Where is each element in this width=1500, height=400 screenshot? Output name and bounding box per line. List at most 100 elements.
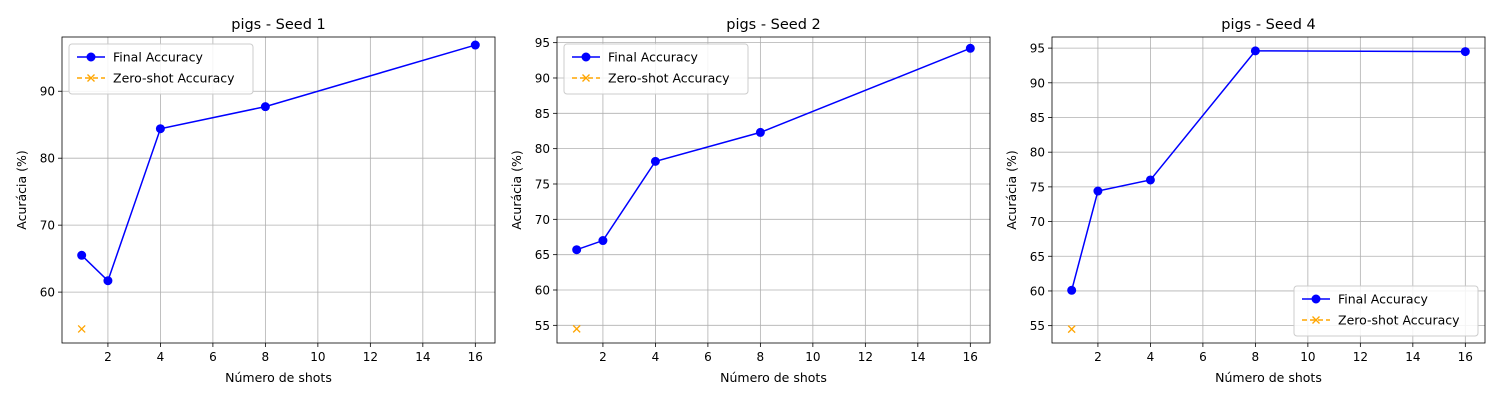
legend-marker — [581, 52, 591, 62]
data-point — [1250, 46, 1260, 56]
legend-label: Zero-shot Accuracy — [1338, 313, 1460, 328]
plot-frame — [1051, 36, 1486, 344]
x-tick-label: 8 — [1252, 350, 1260, 364]
data-point — [965, 43, 975, 53]
data-point — [77, 324, 86, 333]
legend-label: Zero-shot Accuracy — [608, 71, 730, 86]
x-tick-label: 12 — [363, 350, 378, 364]
x-tick-label: 6 — [704, 350, 712, 364]
y-tick-label: 80 — [1030, 146, 1045, 160]
data-point — [103, 276, 113, 286]
x-tick-label: 10 — [805, 350, 820, 364]
data-point — [1460, 47, 1470, 57]
legend-label: Final Accuracy — [608, 50, 698, 65]
legend-marker — [1311, 294, 1321, 304]
x-tick-label: 2 — [1094, 350, 1102, 364]
y-axis-label: Acurácia (%) — [1004, 150, 1019, 230]
legend: Final Accuracy Zero-shot Accuracy — [563, 43, 749, 95]
plot-frame — [556, 36, 991, 344]
legend-label: Final Accuracy — [1338, 292, 1428, 307]
y-tick-label: 95 — [1030, 42, 1045, 56]
series-zero-shot-accuracy — [77, 324, 86, 333]
x-tick-label: 16 — [1458, 350, 1473, 364]
data-point — [1093, 186, 1103, 196]
x-tick-label: 16 — [963, 350, 978, 364]
y-tick-label: 85 — [1030, 111, 1045, 125]
y-tick-label: 70 — [1030, 215, 1045, 229]
y-tick-label: 60 — [40, 286, 55, 300]
x-tick-label: 14 — [910, 350, 925, 364]
y-tick-label: 70 — [40, 219, 55, 233]
x-axis-label: Número de shots — [720, 370, 827, 385]
y-axis-label: Acurácia (%) — [14, 150, 29, 230]
chart-title: pigs - Seed 1 — [231, 17, 326, 33]
subplot-1: 2 4 6 8 10 12 14 16 60 70 80 90 pigs - Seed 1 Número … — [14, 17, 496, 385]
x-tick-label: 6 — [1199, 350, 1207, 364]
series-zero-shot-accuracy — [1067, 325, 1076, 334]
x-tick-label: 16 — [468, 350, 483, 364]
x-tick-label: 2 — [104, 350, 112, 364]
x-tick-label: 4 — [157, 350, 165, 364]
legend-marker — [87, 74, 95, 82]
data-point — [1145, 175, 1155, 185]
legend-marker — [582, 74, 590, 82]
data-point — [650, 156, 660, 166]
legend-marker — [86, 52, 96, 62]
x-tick-label: 8 — [262, 350, 270, 364]
legend: Final Accuracy Zero-shot Accuracy — [68, 43, 254, 95]
y-tick-label: 85 — [535, 107, 550, 121]
y-tick-label: 65 — [1030, 250, 1045, 264]
chart-title: pigs - Seed 2 — [726, 17, 821, 33]
x-tick-label: 6 — [209, 350, 217, 364]
legend-marker — [1312, 316, 1320, 324]
data-point — [572, 324, 581, 333]
data-point — [155, 124, 165, 134]
x-tick-label: 8 — [757, 350, 765, 364]
data-point — [1067, 285, 1077, 295]
data-point — [470, 40, 480, 50]
y-tick-label: 75 — [1030, 180, 1045, 194]
legend: Final Accuracy Zero-shot Accuracy — [1293, 285, 1479, 337]
series-line — [1070, 50, 1466, 291]
subplot-2: 2 4 6 8 10 12 14 16 55 60 65 70 75 80 85 90 95 pigs - See… — [509, 17, 991, 385]
plot-frame — [61, 36, 496, 344]
y-tick-label: 90 — [40, 85, 55, 99]
x-tick-label: 10 — [1300, 350, 1315, 364]
y-tick-label: 60 — [535, 283, 550, 297]
y-tick-label: 90 — [1030, 76, 1045, 90]
x-tick-label: 2 — [599, 350, 607, 364]
data-point — [77, 250, 87, 260]
data-point — [755, 127, 765, 137]
data-point — [260, 102, 270, 112]
y-tick-label: 95 — [535, 36, 550, 50]
x-axis-label: Número de shots — [225, 370, 332, 385]
x-axis-label: Número de shots — [1215, 370, 1322, 385]
y-tick-label: 55 — [535, 319, 550, 333]
y-tick-label: 70 — [535, 213, 550, 227]
series-final-accuracy — [572, 43, 975, 255]
series-final-accuracy — [1067, 46, 1470, 295]
data-point — [1067, 325, 1076, 334]
chart-title: pigs - Seed 4 — [1221, 17, 1316, 33]
legend-label: Final Accuracy — [113, 50, 203, 65]
x-tick-label: 4 — [1147, 350, 1155, 364]
y-tick-label: 60 — [1030, 284, 1045, 298]
x-tick-label: 14 — [1405, 350, 1420, 364]
x-tick-label: 14 — [415, 350, 430, 364]
series-zero-shot-accuracy — [572, 324, 581, 333]
legend-label: Zero-shot Accuracy — [113, 71, 235, 86]
x-tick-label: 12 — [1353, 350, 1368, 364]
y-tick-label: 80 — [40, 152, 55, 166]
series-final-accuracy — [77, 40, 480, 286]
y-tick-label: 80 — [535, 142, 550, 156]
y-tick-label: 90 — [535, 71, 550, 85]
data-point — [572, 245, 582, 255]
data-point — [598, 236, 608, 246]
y-tick-label: 65 — [535, 248, 550, 262]
y-axis-label: Acurácia (%) — [509, 150, 524, 230]
x-tick-label: 4 — [652, 350, 660, 364]
y-tick-label: 75 — [535, 177, 550, 191]
y-tick-label: 55 — [1030, 319, 1045, 333]
x-tick-label: 12 — [858, 350, 873, 364]
